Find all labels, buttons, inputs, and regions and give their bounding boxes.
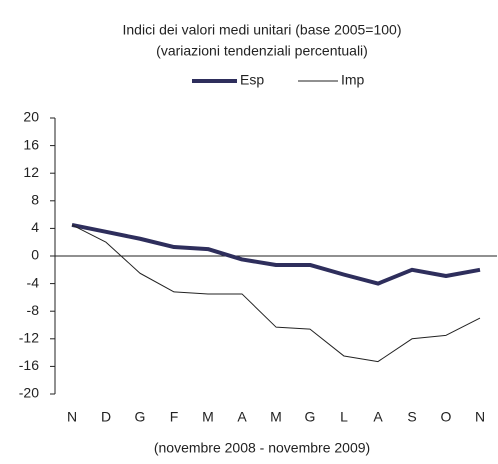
y-tick-label: -4 bbox=[27, 274, 40, 290]
x-tick-label: F bbox=[170, 409, 179, 425]
x-tick-label: N bbox=[67, 409, 77, 425]
series-line bbox=[71, 224, 481, 363]
x-tick-label: L bbox=[340, 409, 348, 425]
chart-title: Indici dei valori medi unitari (base 200… bbox=[123, 22, 402, 38]
series-line bbox=[71, 222, 481, 286]
y-tick-label: 8 bbox=[31, 192, 39, 208]
y-tick-label: -8 bbox=[27, 302, 40, 318]
y-tick-label: -12 bbox=[19, 330, 39, 346]
chart-subtitle: (variazioni tendenziali percentuali) bbox=[156, 43, 368, 59]
x-tick-label: A bbox=[373, 409, 383, 425]
x-tick-label: D bbox=[101, 409, 111, 425]
y-tick-label: 0 bbox=[31, 247, 39, 263]
x-tick-label: A bbox=[237, 409, 247, 425]
y-tick-label: 12 bbox=[23, 164, 39, 180]
y-tick-label: -16 bbox=[19, 357, 39, 373]
x-tick-label: G bbox=[135, 409, 146, 425]
y-tick-label: 16 bbox=[23, 136, 39, 152]
legend-label: Imp bbox=[341, 72, 365, 88]
y-tick-label: 20 bbox=[23, 109, 39, 125]
x-tick-label: G bbox=[305, 409, 316, 425]
x-tick-label: M bbox=[202, 409, 214, 425]
x-tick-label: S bbox=[407, 409, 416, 425]
x-tick-label: N bbox=[475, 409, 485, 425]
y-tick-label: 4 bbox=[31, 219, 39, 235]
x-axis-label: (novembre 2008 - novembre 2009) bbox=[154, 440, 370, 456]
legend-label: Esp bbox=[240, 72, 264, 88]
x-tick-label: O bbox=[441, 409, 452, 425]
y-tick-label: -20 bbox=[19, 385, 39, 401]
x-tick-label: M bbox=[270, 409, 282, 425]
